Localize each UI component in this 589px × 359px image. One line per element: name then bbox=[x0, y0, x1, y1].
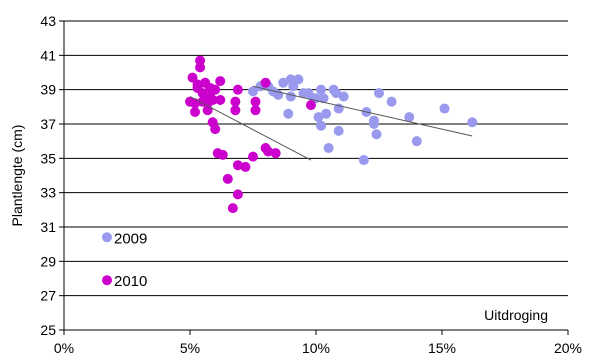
y-tick-label: 37 bbox=[40, 116, 56, 132]
data-point-2010 bbox=[195, 55, 206, 66]
data-point-2010 bbox=[232, 189, 243, 200]
trendline-2010 bbox=[189, 96, 312, 161]
data-point-2009 bbox=[439, 103, 450, 114]
data-point-2009 bbox=[338, 91, 349, 102]
x-tick-label: 0% bbox=[54, 340, 74, 356]
data-point-2010 bbox=[187, 72, 198, 83]
data-point-2009 bbox=[371, 129, 382, 140]
data-point-2010 bbox=[232, 84, 243, 95]
data-point-2009 bbox=[278, 77, 289, 88]
data-point-2009 bbox=[321, 108, 332, 119]
data-point-2010 bbox=[230, 105, 241, 116]
data-point-2010 bbox=[190, 106, 201, 117]
x-tick-label: 5% bbox=[180, 340, 200, 356]
data-point-2010 bbox=[195, 62, 206, 73]
data-point-2009 bbox=[318, 93, 329, 104]
data-point-2009 bbox=[333, 125, 344, 136]
y-tick-label: 35 bbox=[40, 150, 56, 166]
data-point-2010 bbox=[222, 173, 233, 184]
data-point-2010 bbox=[192, 79, 203, 90]
y-tick-label: 41 bbox=[40, 47, 56, 63]
trendline-2009 bbox=[252, 85, 473, 137]
data-point-2010 bbox=[217, 149, 228, 160]
data-point-2010 bbox=[215, 94, 226, 105]
x-axis-title: Uitdroging bbox=[484, 307, 548, 323]
data-point-2009 bbox=[248, 86, 258, 97]
legend-label-2009: 2009 bbox=[114, 230, 147, 247]
data-point-2009 bbox=[316, 84, 327, 95]
data-point-2009 bbox=[404, 112, 415, 123]
data-point-2009 bbox=[358, 155, 369, 166]
data-point-2009 bbox=[368, 119, 379, 129]
legend-marker-2009 bbox=[102, 232, 112, 243]
data-point-2009 bbox=[467, 117, 478, 128]
x-tick-label: 15% bbox=[428, 340, 456, 356]
data-point-2009 bbox=[285, 91, 296, 102]
data-point-2010 bbox=[270, 148, 281, 159]
data-point-2009 bbox=[316, 120, 327, 131]
x-tick-label: 20% bbox=[554, 340, 582, 356]
data-point-2010 bbox=[210, 84, 221, 95]
data-point-2009 bbox=[411, 136, 422, 147]
data-point-2010 bbox=[197, 88, 208, 99]
y-tick-label: 39 bbox=[40, 82, 56, 98]
legend-marker-2010 bbox=[102, 275, 112, 286]
data-point-2009 bbox=[293, 74, 304, 85]
data-point-2009 bbox=[323, 143, 334, 154]
data-point-2010 bbox=[260, 77, 271, 88]
y-tick-label: 29 bbox=[40, 253, 56, 269]
data-point-2010 bbox=[202, 105, 213, 116]
data-point-2009 bbox=[386, 96, 397, 107]
data-point-2010 bbox=[250, 105, 261, 116]
data-point-2010 bbox=[250, 96, 261, 107]
data-point-2010 bbox=[230, 96, 241, 107]
data-point-2009 bbox=[288, 81, 299, 92]
data-point-2010 bbox=[232, 160, 243, 171]
y-tick-label: 27 bbox=[40, 288, 56, 304]
data-point-2010 bbox=[263, 146, 274, 157]
y-tick-label: 33 bbox=[40, 185, 56, 201]
data-point-2009 bbox=[374, 88, 384, 99]
y-tick-label: 43 bbox=[40, 13, 56, 29]
data-point-2010 bbox=[248, 151, 258, 162]
data-point-2010 bbox=[210, 124, 221, 135]
data-point-2010 bbox=[207, 94, 218, 105]
y-tick-label: 25 bbox=[40, 322, 56, 338]
data-point-2009 bbox=[283, 108, 294, 119]
data-point-2009 bbox=[313, 112, 324, 123]
x-tick-label: 10% bbox=[302, 340, 330, 356]
data-point-2009 bbox=[331, 88, 342, 99]
data-point-2010 bbox=[240, 161, 251, 172]
data-point-2010 bbox=[227, 203, 238, 214]
data-point-2010 bbox=[305, 100, 316, 111]
data-point-2010 bbox=[215, 76, 226, 87]
y-axis-title: Plantlengte (cm) bbox=[9, 125, 25, 227]
y-tick-label: 31 bbox=[40, 219, 56, 235]
legend-label-2010: 2010 bbox=[114, 273, 147, 290]
